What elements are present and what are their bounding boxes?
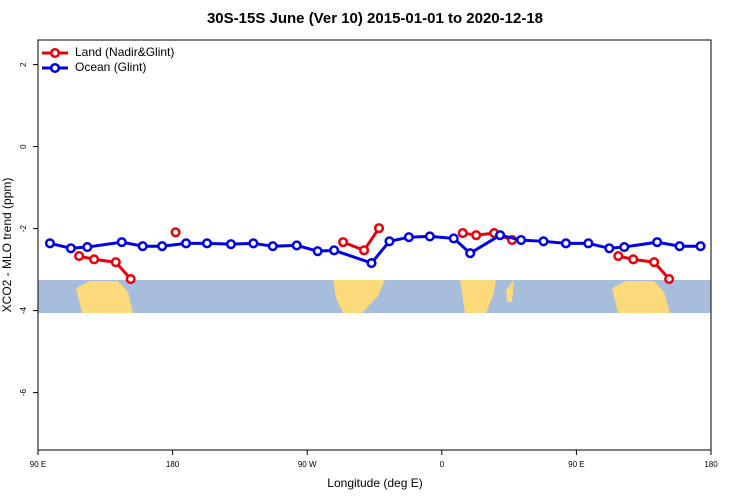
point <box>448 233 459 244</box>
point <box>82 242 93 253</box>
point <box>267 241 278 252</box>
legend-label: Ocean (Glint) <box>75 60 146 74</box>
x-tick-label: 0 <box>440 460 445 469</box>
legend-swatch-marker <box>49 47 61 59</box>
point <box>628 254 639 265</box>
point <box>664 273 675 285</box>
point <box>181 238 192 249</box>
point <box>44 238 56 249</box>
y-tick-label: 0 <box>19 144 28 149</box>
point <box>424 231 435 242</box>
point <box>465 248 476 259</box>
x-tick-label: 90 E <box>30 460 46 469</box>
point <box>137 241 148 252</box>
x-tick-label: 90 E <box>568 460 584 469</box>
x-tick-label: 180 <box>166 460 180 469</box>
point <box>560 238 571 249</box>
point <box>125 273 136 285</box>
point <box>538 236 549 247</box>
y-tick-label: -2 <box>19 224 28 232</box>
x-tick-label: 90 W <box>298 460 317 469</box>
point <box>457 228 468 239</box>
point <box>65 243 76 254</box>
chart-title: 30S-15S June (Ver 10) 2015-01-01 to 2020… <box>207 10 543 27</box>
y-tick-label: -4 <box>19 306 28 314</box>
point <box>358 245 370 256</box>
series-line <box>78 227 671 281</box>
point <box>338 237 349 248</box>
point <box>403 232 414 243</box>
map-band <box>38 280 711 313</box>
series-line <box>49 233 701 265</box>
point <box>652 237 663 248</box>
point <box>201 238 213 249</box>
plot-frame <box>37 39 712 451</box>
point <box>649 257 660 268</box>
point <box>329 245 340 256</box>
point <box>619 242 630 253</box>
point <box>516 235 527 246</box>
x-axis-label: Longitude (deg E) <box>327 476 422 490</box>
point <box>583 238 594 249</box>
y-tick-label: 2 <box>19 62 28 67</box>
point <box>366 257 377 269</box>
point <box>116 237 127 248</box>
point <box>248 238 259 249</box>
point <box>291 240 302 251</box>
point <box>312 246 323 257</box>
point <box>89 254 100 265</box>
point <box>170 227 181 238</box>
legend-label: Land (Nadir&Glint) <box>75 45 174 59</box>
point <box>384 236 395 247</box>
x-tick-label: 180 <box>704 460 718 469</box>
legend-swatch-marker <box>49 62 61 74</box>
point <box>373 223 385 234</box>
point <box>225 239 236 250</box>
point <box>674 241 685 252</box>
point <box>695 241 706 252</box>
point <box>495 230 506 241</box>
point <box>110 257 121 268</box>
point <box>613 251 624 262</box>
y-axis-label: XCO2 - MLO trend (ppm) <box>0 178 14 313</box>
point <box>604 243 615 254</box>
y-tick-label: -6 <box>19 388 28 396</box>
point <box>74 251 85 262</box>
point <box>157 241 168 252</box>
point <box>471 230 482 241</box>
